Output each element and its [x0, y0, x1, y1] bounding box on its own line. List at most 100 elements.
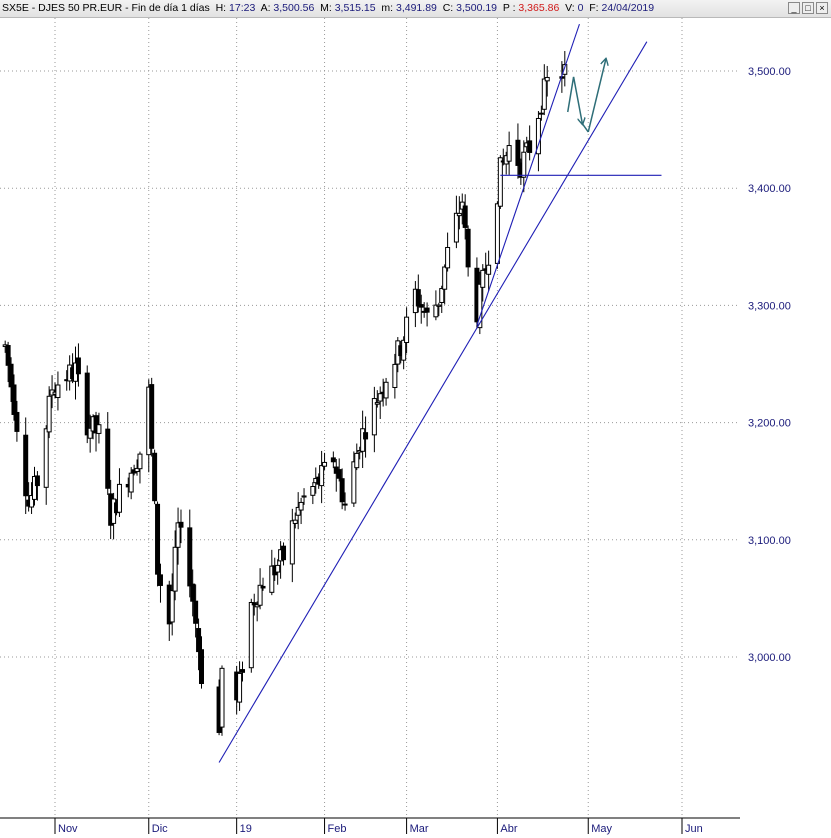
candle-body-up: [377, 393, 383, 402]
candle: [453, 195, 459, 249]
candle-body-down: [14, 411, 20, 432]
candle: [401, 336, 407, 370]
candle: [439, 285, 445, 313]
close-button[interactable]: ×: [816, 2, 828, 14]
candle: [8, 357, 14, 402]
candle-body-down: [281, 545, 287, 561]
x-tick-label: Abr: [500, 823, 517, 835]
candlesticks: [2, 51, 568, 736]
candle-body-up: [371, 398, 377, 436]
candle: [351, 451, 357, 507]
drawing-tools[interactable]: [218, 23, 662, 763]
candle: [544, 65, 550, 97]
projection-arrow-segment[interactable]: [566, 76, 575, 113]
title-bar: SX5E - DJES 50 PR.EUR - Fin de día 1 día…: [0, 0, 831, 18]
grid: [0, 18, 740, 818]
candle-body-up: [96, 424, 102, 434]
candle: [190, 569, 196, 617]
candle: [339, 468, 345, 510]
header-field-label: F:: [583, 2, 602, 14]
header-field-label: P :: [497, 2, 519, 14]
candle-body-up: [360, 428, 366, 452]
candle-body-down: [149, 384, 155, 449]
candle: [149, 377, 155, 457]
candle: [521, 140, 527, 193]
y-tick-label: 3,200.00: [748, 418, 791, 430]
candle: [219, 665, 225, 736]
candle-body-down: [330, 457, 336, 463]
candle-body-up: [521, 151, 527, 178]
candle: [11, 374, 17, 421]
candle: [248, 598, 254, 673]
minimize-button[interactable]: _: [788, 2, 800, 14]
candle-body-down: [8, 363, 14, 388]
candle-body-down: [251, 602, 257, 606]
candle-body-up: [289, 520, 295, 565]
maximize-button[interactable]: □: [802, 2, 814, 14]
candle-body-up: [269, 565, 275, 593]
candle: [515, 123, 521, 179]
header-field-value: 3,515.15: [334, 2, 376, 14]
candle-body-up: [562, 64, 568, 75]
candle: [34, 471, 40, 501]
candle-body-up: [175, 522, 181, 548]
header-field-label: m:: [375, 2, 396, 14]
candle: [418, 294, 424, 324]
x-tick-label: Feb: [328, 823, 347, 835]
candle-body-down: [527, 140, 533, 153]
x-tick-label: Nov: [58, 823, 78, 835]
y-tick-label: 3,100.00: [748, 535, 791, 547]
axes: 3,000.00 3,100.00 3,200.00 3,300.00 3,400.00…: [0, 66, 791, 835]
candle: [196, 618, 202, 671]
symbol-label: SX5E - DJES 50 PR.EUR - Fin de día 1 día…: [2, 2, 210, 14]
trendline[interactable]: [476, 23, 580, 326]
candle: [134, 459, 140, 476]
candle: [541, 64, 547, 116]
candle-body-up: [254, 604, 260, 608]
candle-body-up: [298, 501, 304, 511]
candle: [527, 125, 533, 161]
candle: [436, 302, 442, 317]
candle: [169, 573, 175, 636]
candle: [172, 530, 178, 601]
candle-body-up: [433, 304, 439, 318]
candle-body-down: [178, 521, 184, 528]
candle-body-up: [351, 461, 357, 504]
candle: [14, 400, 20, 442]
trendline[interactable]: [218, 41, 648, 763]
candle: [310, 482, 316, 505]
y-tick-label: 3,000.00: [748, 652, 791, 664]
candle: [456, 196, 462, 230]
candle-body-up: [506, 145, 512, 162]
candle: [404, 307, 410, 354]
candle-body-up: [541, 78, 547, 110]
candle: [178, 509, 184, 544]
candle: [75, 343, 81, 387]
candle: [260, 577, 266, 591]
candle-body-up: [295, 506, 301, 516]
candle: [193, 584, 199, 638]
projection-arrow-segment[interactable]: [587, 59, 606, 133]
projection-arrow-segment[interactable]: [581, 123, 589, 133]
candle-body-down: [515, 139, 521, 166]
candle: [237, 661, 243, 711]
candle-body-up: [46, 395, 52, 433]
candle-body-up: [354, 452, 360, 469]
candle-body-up: [116, 483, 122, 513]
x-tick-label: Dic: [152, 823, 168, 835]
candle: [360, 410, 366, 468]
candle-body-up: [322, 461, 328, 467]
candle-body-up: [43, 428, 49, 488]
candle: [363, 416, 369, 458]
candle: [289, 508, 295, 583]
candle: [31, 466, 37, 506]
candle-body-up: [442, 266, 448, 290]
candle-body-up: [257, 584, 263, 606]
projection-arrow-segment[interactable]: [572, 76, 583, 124]
candle-body-up: [237, 672, 243, 703]
candle: [46, 386, 52, 439]
x-tick-label: 19: [240, 823, 252, 835]
candle-body-down: [187, 527, 193, 587]
candle-body-up: [477, 283, 483, 329]
